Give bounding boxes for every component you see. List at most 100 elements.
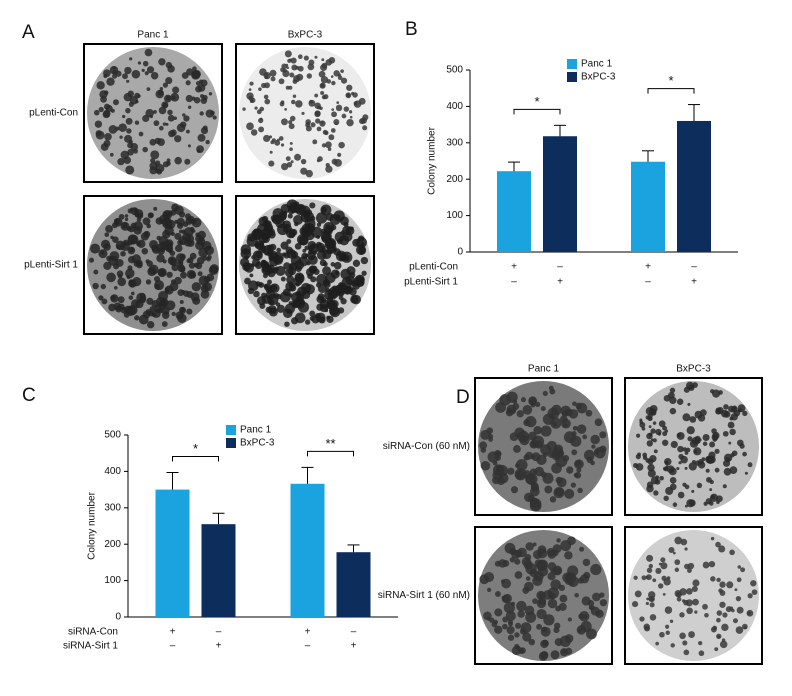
colony — [479, 441, 488, 450]
colony — [263, 223, 274, 233]
colony — [137, 239, 146, 249]
colony — [687, 436, 693, 442]
colony — [529, 568, 538, 578]
colony — [664, 460, 669, 465]
colony — [524, 492, 534, 503]
colony — [710, 536, 715, 541]
colony — [320, 90, 325, 96]
colony — [633, 575, 638, 580]
colony — [642, 452, 648, 458]
colony — [747, 462, 753, 468]
colony — [736, 577, 742, 583]
legend-swatch — [567, 72, 577, 82]
significance-bracket — [307, 450, 354, 457]
colony — [351, 294, 361, 305]
colony — [174, 219, 179, 224]
colony — [165, 219, 176, 230]
colony — [137, 94, 141, 98]
colony — [540, 650, 549, 660]
colony — [723, 404, 729, 410]
colony — [641, 575, 647, 581]
colony — [585, 628, 597, 640]
colony — [130, 207, 134, 212]
colony — [708, 560, 716, 568]
colony — [136, 292, 147, 303]
colony — [319, 82, 326, 89]
colony — [212, 115, 217, 120]
colony — [196, 145, 204, 154]
colony — [599, 599, 607, 607]
colony — [149, 306, 155, 312]
condition-label: pLenti-Sirt 1 — [404, 277, 458, 288]
colony — [522, 632, 532, 642]
colony — [117, 277, 127, 287]
colony — [244, 262, 254, 273]
colony — [115, 126, 120, 131]
colony — [718, 545, 726, 553]
colony — [635, 454, 641, 460]
colony — [680, 538, 688, 546]
colony — [682, 447, 688, 452]
colony — [702, 561, 710, 569]
colony — [544, 485, 553, 494]
colony — [295, 265, 302, 272]
colony — [502, 616, 509, 623]
condition-mark: + — [691, 277, 697, 288]
colony — [120, 306, 128, 314]
colony — [156, 253, 165, 263]
colony — [570, 482, 577, 488]
colony — [732, 618, 738, 624]
colony — [294, 203, 307, 216]
colony — [133, 148, 139, 154]
significance-bracket — [172, 455, 219, 462]
colony — [648, 425, 652, 429]
colony — [714, 467, 720, 473]
colony — [106, 255, 112, 262]
colony — [647, 413, 653, 419]
colony — [320, 76, 329, 84]
colony — [547, 562, 557, 571]
significance-label: * — [193, 441, 198, 456]
colony — [126, 79, 130, 83]
colony — [704, 612, 709, 618]
colony — [583, 571, 591, 580]
colony — [269, 150, 273, 154]
colony — [722, 484, 727, 489]
colony — [676, 596, 682, 602]
colony — [316, 273, 328, 286]
colony — [362, 114, 369, 121]
colony — [662, 425, 667, 431]
colony — [263, 94, 269, 100]
colony — [137, 61, 142, 65]
colony — [117, 274, 123, 279]
legend-swatch — [226, 438, 236, 448]
colony — [677, 491, 685, 499]
colony — [110, 294, 119, 303]
legend-label: Panc 1 — [240, 425, 272, 436]
colony — [735, 626, 744, 634]
colony — [120, 150, 130, 160]
colony — [290, 255, 302, 266]
colony — [582, 558, 591, 567]
colony — [343, 221, 349, 228]
colony — [324, 130, 329, 136]
colony — [684, 547, 688, 551]
colony — [106, 272, 116, 283]
colony — [169, 282, 179, 292]
colony — [729, 428, 736, 436]
colony — [520, 397, 527, 403]
colony — [512, 402, 520, 410]
colony — [305, 169, 313, 178]
colony — [333, 119, 340, 126]
colony — [104, 132, 112, 141]
colony — [712, 431, 720, 440]
colony — [725, 457, 731, 463]
colony — [285, 156, 291, 162]
colony — [306, 73, 312, 79]
colony — [530, 402, 536, 408]
colony — [186, 269, 196, 279]
colony — [263, 134, 271, 143]
bar — [497, 171, 531, 252]
colony-photo — [474, 526, 613, 665]
colony — [170, 209, 177, 216]
